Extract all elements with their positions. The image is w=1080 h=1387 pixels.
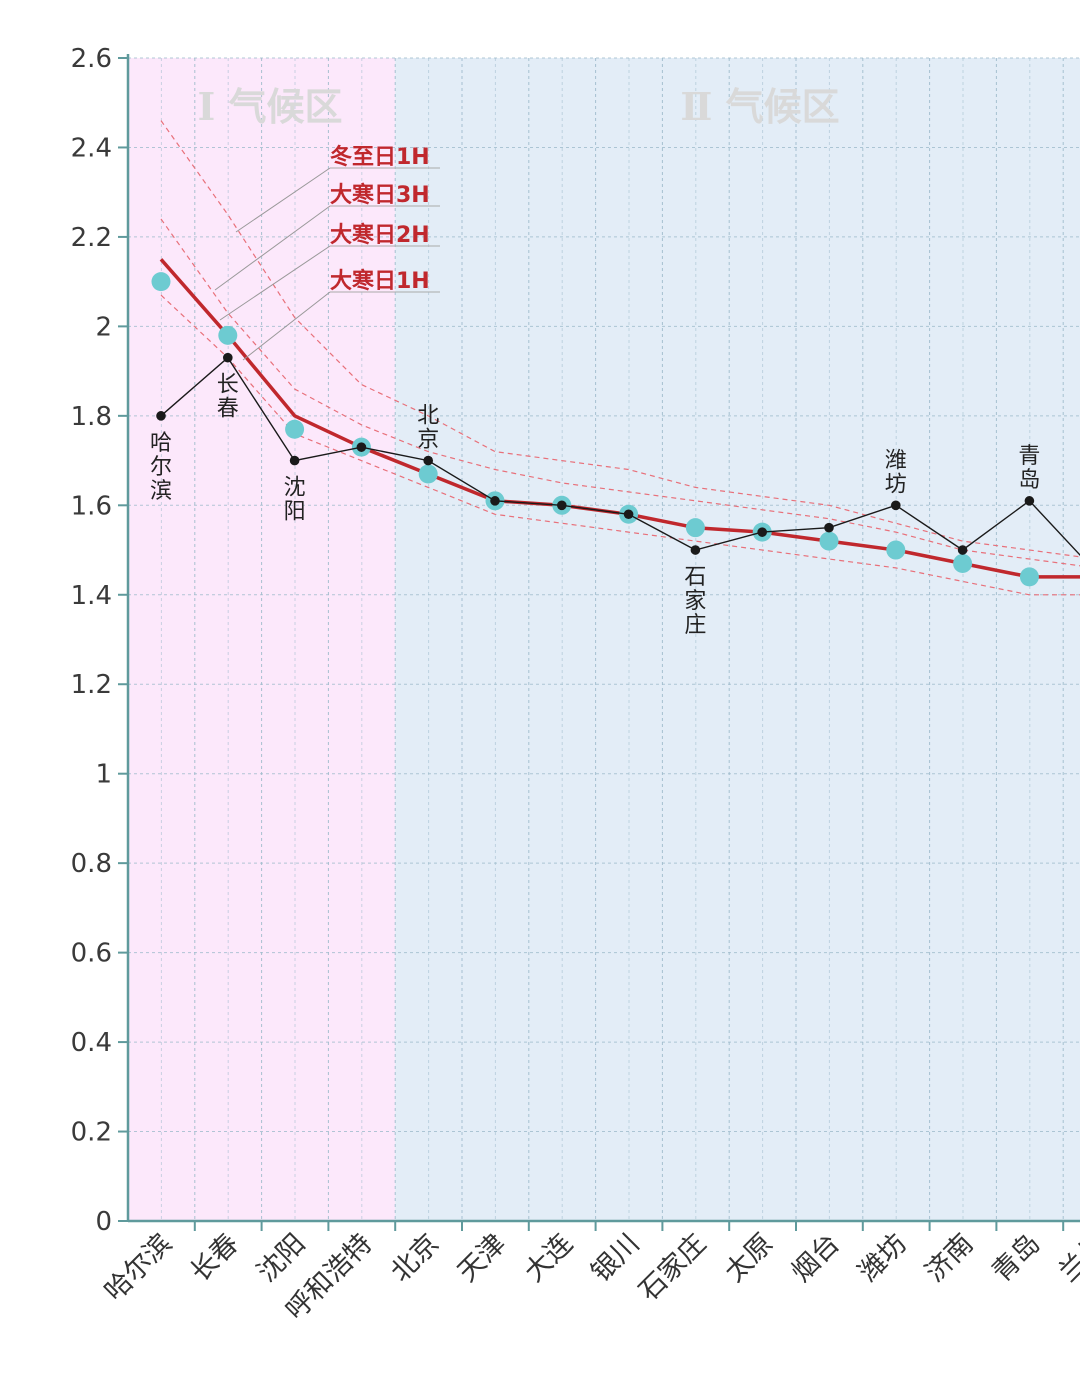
x-tick-label: 北京 — [385, 1228, 445, 1288]
cyan-marker — [151, 272, 171, 292]
legend-label: 大寒日1H — [330, 268, 430, 294]
city-annotation-char: 京 — [417, 428, 439, 453]
black-point — [156, 411, 166, 421]
city-annotation: 石家庄 — [684, 565, 706, 638]
x-tick-label: 兰州 — [1053, 1228, 1080, 1288]
series-layer — [151, 120, 1080, 596]
x-tick-label: 哈尔滨 — [99, 1228, 178, 1307]
cyan-marker — [886, 540, 906, 560]
cyan-marker — [819, 531, 839, 551]
black-point — [223, 352, 233, 363]
zone-band-2 — [395, 58, 1080, 1221]
x-tick-label: 石家庄 — [633, 1228, 712, 1307]
city-annotation-char: 石 — [684, 565, 706, 590]
y-tick-label: 1.8 — [71, 402, 112, 432]
city-annotation-char: 长 — [217, 373, 239, 398]
black-point — [490, 496, 500, 506]
black-point — [757, 527, 767, 537]
cyan-marker — [1019, 567, 1039, 587]
y-tick-label: 0.6 — [71, 939, 112, 969]
x-tick-label: 济南 — [919, 1228, 979, 1288]
y-tick-label: 2.6 — [71, 44, 112, 74]
legend-label: 大寒日3H — [330, 182, 430, 208]
black-point — [289, 455, 300, 466]
zone-label-1: Ⅰ 气候区 — [197, 84, 342, 129]
y-tick-label: 0 — [95, 1207, 112, 1237]
city-annotation-char: 沈 — [284, 476, 306, 501]
city-annotation-char: 北 — [417, 404, 439, 429]
series-line-2 — [160, 218, 1080, 567]
y-tick-label: 2.2 — [71, 223, 112, 253]
x-tick-label: 潍坊 — [853, 1228, 913, 1288]
cyan-marker — [685, 518, 705, 538]
black-point — [891, 500, 901, 511]
x-tick-label: 大连 — [519, 1228, 579, 1288]
y-tick-label: 0.8 — [71, 849, 112, 879]
y-tick-label: 1 — [95, 760, 112, 790]
city-annotation-char: 尔 — [150, 455, 172, 480]
zone-label-2: Ⅱ 气候区 — [680, 84, 839, 129]
black-point — [824, 522, 834, 533]
y-tick-labels: 0 0.2 0.4 0.6 0.8 1 1.2 1.4 1.6 1.8 2 2.2 2.4 2.6 — [71, 44, 112, 1237]
climate-zones — [128, 58, 1080, 1221]
x-tick-label: 沈阳 — [251, 1228, 311, 1288]
zone-labels: Ⅰ 气候区 Ⅱ 气候区 — [197, 84, 839, 129]
legend-leader — [242, 291, 331, 361]
black-point — [623, 509, 634, 520]
cyan-marker — [953, 553, 973, 573]
city-annotation-char: 滨 — [150, 479, 172, 504]
y-tick-label: 2.4 — [71, 133, 112, 163]
city-annotation-char: 坊 — [885, 472, 907, 497]
legend-leader — [214, 205, 331, 291]
city-annotation-char: 岛 — [1018, 468, 1040, 493]
city-annotation: 长春 — [217, 373, 239, 422]
y-tick-label: 0.2 — [71, 1118, 112, 1148]
y-tick-label: 0.4 — [71, 1028, 112, 1058]
x-tick-label: 天津 — [452, 1228, 512, 1288]
cyan-marker — [418, 464, 438, 484]
black-point — [356, 442, 367, 452]
x-tick-label: 青岛 — [986, 1228, 1046, 1288]
city-annotation-char: 哈 — [150, 431, 172, 456]
city-annotation-char: 春 — [217, 397, 239, 422]
x-tick-label: 太原 — [719, 1228, 779, 1288]
city-annotation-char: 庄 — [684, 613, 706, 638]
black-point — [423, 455, 434, 466]
legend-label: 大寒日2H — [330, 222, 430, 248]
x-tick-label: 长春 — [185, 1228, 245, 1288]
city-annotation-char: 阳 — [284, 500, 306, 525]
cyan-marker — [285, 419, 305, 439]
city-annotation-char: 家 — [684, 589, 706, 614]
city-annotation: 青岛 — [1018, 444, 1040, 493]
y-tick-label: 2 — [95, 312, 112, 342]
black-point — [957, 545, 968, 555]
x-tick-label: 烟台 — [786, 1228, 846, 1288]
city-annotation: 哈尔滨 — [150, 431, 172, 504]
legend-label: 冬至日1H — [330, 144, 430, 170]
city-annotation-char: 潍 — [885, 448, 907, 473]
legend: 冬至日1H 大寒日3H 大寒日2H 大寒日1H — [214, 144, 440, 361]
city-annotation: 北京 — [417, 404, 439, 453]
city-annotation: 沈阳 — [284, 476, 306, 525]
black-point — [557, 500, 567, 511]
city-annotation-char: 青 — [1018, 444, 1040, 469]
black-point — [1024, 496, 1035, 506]
city-annotation: 潍坊 — [885, 448, 907, 497]
y-tick-label: 1.2 — [71, 670, 112, 700]
grid — [128, 57, 1080, 1221]
series-line-4 — [160, 294, 1080, 596]
x-tick-label: 银川 — [585, 1228, 645, 1288]
black-point — [690, 545, 701, 555]
legend-leader — [219, 245, 331, 321]
cyan-marker — [218, 325, 238, 345]
axes — [118, 54, 1080, 1231]
legend-leader — [235, 167, 331, 233]
y-tick-label: 1.6 — [71, 491, 112, 521]
y-tick-label: 1.4 — [71, 581, 112, 611]
